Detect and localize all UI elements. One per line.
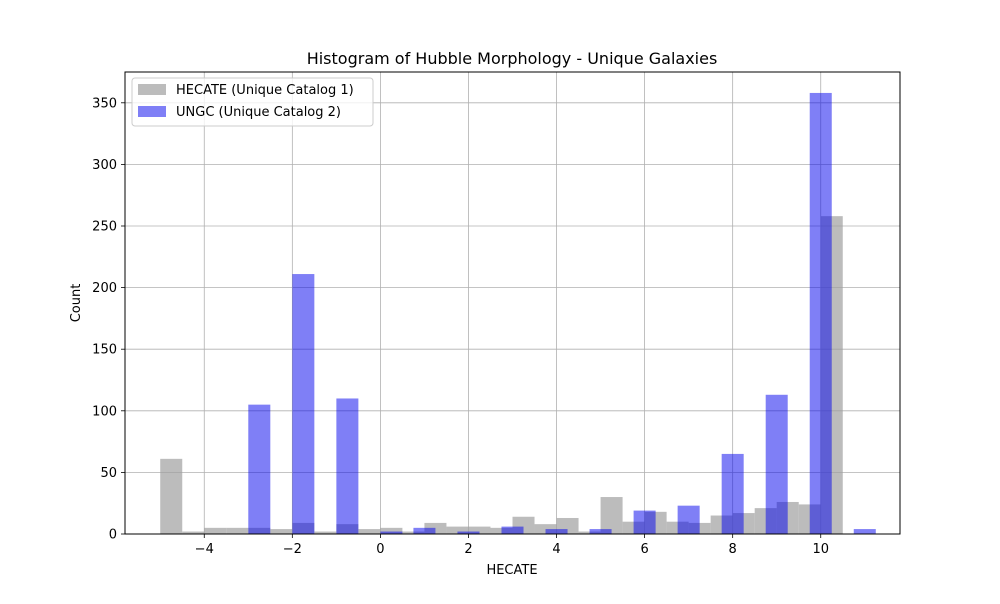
- legend-swatch-series-2: [138, 106, 166, 117]
- legend-label-series-1: HECATE (Unique Catalog 1): [176, 83, 354, 98]
- histogram-bar-series-1: [182, 531, 205, 534]
- histogram-bar-series-1: [314, 531, 337, 534]
- histogram-bar-series-1: [160, 458, 183, 534]
- histogram-bar-series-2: [413, 527, 436, 534]
- histogram-bar-series-2: [501, 526, 524, 534]
- legend-swatch-series-1: [138, 84, 166, 95]
- y-tick-label: 0: [109, 528, 117, 543]
- y-tick-label: 350: [92, 96, 117, 111]
- y-axis-label: Count: [69, 284, 84, 323]
- x-tick-label: 6: [640, 542, 648, 557]
- y-tick-label: 200: [92, 281, 117, 296]
- histogram-bar-series-2: [292, 274, 315, 534]
- histogram-bar-series-2: [380, 531, 403, 534]
- histogram-bar-series-1: [490, 527, 513, 534]
- y-tick-label: 150: [92, 343, 117, 358]
- legend: HECATE (Unique Catalog 1) UNGC (Unique Ca…: [131, 77, 374, 127]
- x-tick-label: 10: [812, 542, 829, 557]
- chart-title: Histogram of Hubble Morphology - Unique …: [307, 49, 718, 68]
- histogram-bar-series-1: [600, 497, 623, 534]
- histogram-bar-series-2: [589, 529, 612, 534]
- histogram-bar-series-2: [765, 394, 788, 534]
- histogram-bar-series-2: [457, 531, 480, 534]
- plot-frame: [124, 71, 901, 535]
- histogram-bar-series-2: [545, 529, 568, 534]
- x-tick-label: 8: [729, 542, 737, 557]
- y-tick-label: 250: [92, 220, 117, 235]
- legend-label-series-2: UNGC (Unique Catalog 2): [176, 105, 341, 120]
- x-tick-label: 0: [376, 542, 384, 557]
- histogram-bar-series-2: [336, 398, 359, 534]
- histogram-bar-series-2: [633, 510, 656, 534]
- y-tick-label: 50: [100, 466, 117, 481]
- x-tick-label: −2: [283, 542, 302, 557]
- histogram-bar-series-1: [380, 527, 403, 534]
- histogram-bar-series-2: [677, 505, 700, 534]
- histogram-bar-series-1: [534, 524, 557, 534]
- histogram-bar-series-1: [446, 526, 469, 534]
- histogram-bar-series-2: [853, 529, 876, 534]
- y-tick-label: 300: [92, 158, 117, 173]
- histogram-bar-series-1: [468, 526, 491, 534]
- histogram-bar-series-2: [248, 404, 271, 534]
- x-tick-label: 2: [464, 542, 472, 557]
- legend-box: [131, 77, 374, 127]
- histogram-bar-series-2: [721, 453, 744, 534]
- histogram-bar-series-1: [226, 527, 249, 534]
- y-tick-label: 100: [92, 404, 117, 419]
- x-tick-label: −4: [195, 542, 214, 557]
- x-axis-label: HECATE: [486, 563, 537, 578]
- histogram-bar-series-1: [204, 527, 227, 534]
- histogram-bar-series-2: [809, 92, 832, 534]
- x-tick-label: 4: [552, 542, 560, 557]
- histogram-bar-series-1: [402, 531, 425, 534]
- histogram-bar-series-1: [358, 529, 381, 534]
- bars: [160, 92, 876, 535]
- histogram-bar-series-1: [270, 529, 293, 534]
